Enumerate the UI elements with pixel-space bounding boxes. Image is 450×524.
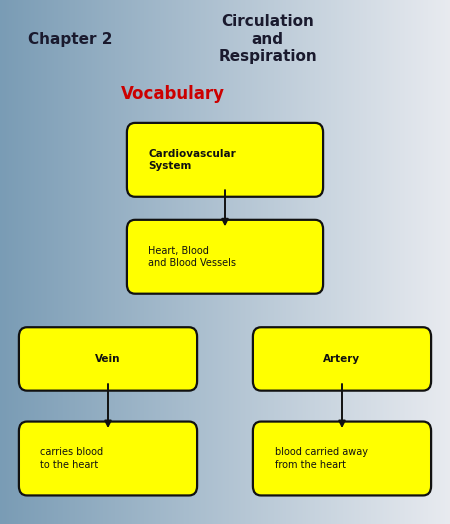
FancyBboxPatch shape bbox=[19, 421, 197, 496]
FancyBboxPatch shape bbox=[127, 123, 323, 197]
Text: Chapter 2: Chapter 2 bbox=[27, 32, 112, 47]
Text: Vein: Vein bbox=[95, 354, 121, 364]
Text: carries blood
to the heart: carries blood to the heart bbox=[40, 447, 104, 470]
Text: Artery: Artery bbox=[324, 354, 360, 364]
Text: Circulation
and
Respiration: Circulation and Respiration bbox=[218, 14, 317, 64]
Text: Heart, Blood
and Blood Vessels: Heart, Blood and Blood Vessels bbox=[148, 246, 237, 268]
Text: blood carried away
from the heart: blood carried away from the heart bbox=[274, 447, 368, 470]
FancyBboxPatch shape bbox=[253, 327, 431, 391]
FancyBboxPatch shape bbox=[127, 220, 323, 293]
Text: Vocabulary: Vocabulary bbox=[121, 85, 225, 103]
FancyBboxPatch shape bbox=[253, 421, 431, 496]
Text: Cardiovascular
System: Cardiovascular System bbox=[148, 149, 236, 171]
FancyBboxPatch shape bbox=[19, 327, 197, 391]
